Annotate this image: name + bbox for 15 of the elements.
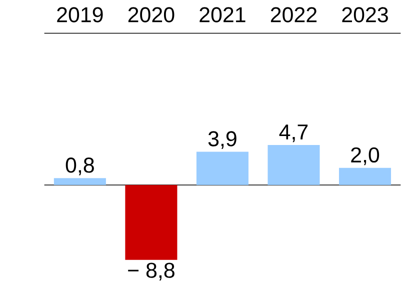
x-tick-label: 2019 — [57, 7, 103, 23]
bar — [54, 178, 106, 186]
bar — [268, 145, 320, 186]
x-tick-label: 2021 — [200, 7, 246, 23]
data-label: 3,9 — [208, 131, 236, 150]
data-label: 2,0 — [351, 148, 380, 166]
x-tick-label: 2022 — [270, 7, 317, 23]
x-tick-label: 2020 — [128, 7, 174, 23]
data-label: 4,7 — [279, 124, 308, 142]
bar — [125, 185, 178, 260]
bar — [338, 168, 392, 186]
bar — [196, 152, 248, 186]
data-label: 0,8 — [66, 158, 94, 176]
x-tick-label: 2023 — [342, 7, 388, 23]
data-label: − 8,8 — [128, 262, 174, 281]
